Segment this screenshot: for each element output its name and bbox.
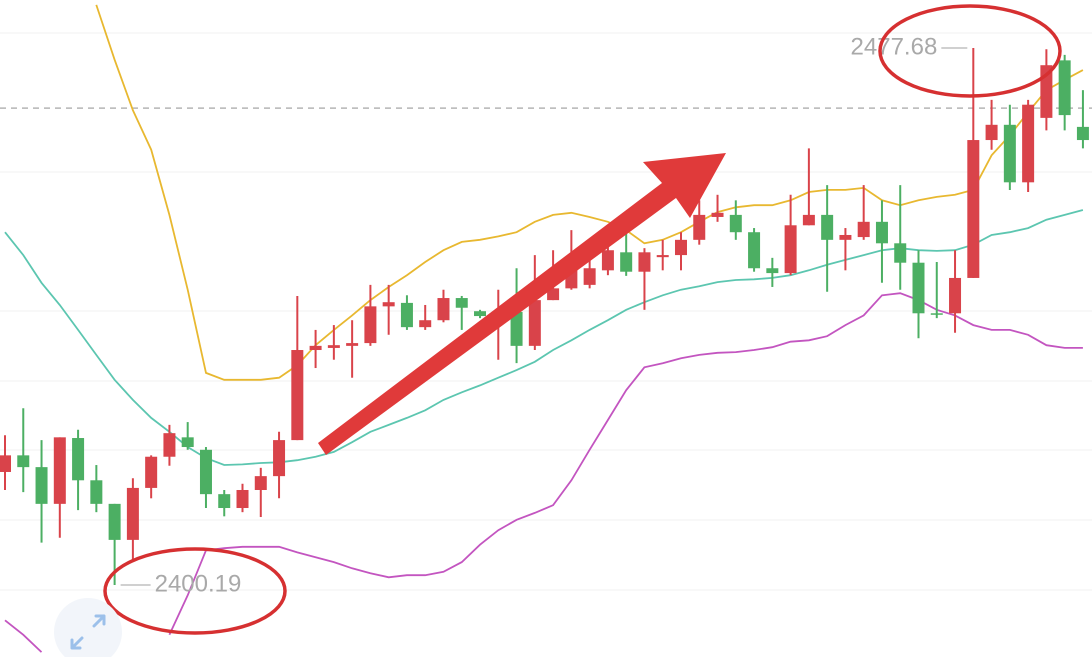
candle-body <box>364 306 377 344</box>
low-highlight <box>103 547 287 635</box>
expand-button[interactable] <box>54 598 122 657</box>
candle-body <box>711 212 724 217</box>
candle-body <box>674 239 687 256</box>
candle-body <box>400 302 413 328</box>
candle-body <box>254 476 267 490</box>
high-label: 2477.68 <box>851 33 938 60</box>
candle-body <box>547 288 560 301</box>
candle-body <box>437 298 450 321</box>
indicator-line <box>4 292 1083 653</box>
candle-body <box>620 252 633 272</box>
candle-body <box>126 487 139 540</box>
candle-body <box>218 494 231 509</box>
candle-body <box>638 252 651 272</box>
candle-body <box>766 268 779 274</box>
candle-body <box>839 234 852 240</box>
candle-body <box>656 255 669 258</box>
candle-body <box>17 455 30 468</box>
candle-body <box>949 277 962 314</box>
candle-body <box>1058 60 1071 116</box>
candle-body <box>291 350 304 441</box>
candle-body <box>145 456 158 488</box>
candle-body <box>693 214 706 240</box>
candle-body <box>729 214 742 233</box>
indicator-line <box>4 209 1084 466</box>
low-label: 2400.19 <box>155 570 242 597</box>
candle-body <box>802 214 815 226</box>
candle-body <box>273 440 286 477</box>
candle-body <box>72 438 85 481</box>
candle-body <box>90 480 103 504</box>
candle-body <box>930 313 943 315</box>
candle-body <box>748 232 761 269</box>
candle-body <box>455 298 468 308</box>
candle-body <box>875 221 888 244</box>
candle-body <box>528 300 541 346</box>
candle-body <box>583 268 596 285</box>
candle-body <box>53 437 66 504</box>
candle-body <box>474 311 487 317</box>
candle-body <box>309 345 322 351</box>
candle-body <box>327 345 340 348</box>
candle-body <box>857 221 870 238</box>
candle-body <box>0 455 11 472</box>
indicator-line <box>95 4 1084 381</box>
candle-body <box>784 225 797 274</box>
candle-body <box>894 243 907 263</box>
candle-body <box>821 214 834 240</box>
candle-body <box>181 437 194 448</box>
candle-body <box>510 311 523 346</box>
candle-body <box>601 250 614 271</box>
candle-body <box>419 320 432 328</box>
candle-body <box>912 262 925 314</box>
candle-body <box>346 343 359 346</box>
candle-body <box>163 433 176 457</box>
candle-body <box>1022 104 1035 183</box>
candle-body <box>1003 124 1016 183</box>
candle-body <box>236 489 249 509</box>
trend-arrow <box>318 153 726 455</box>
candle-body <box>108 503 121 540</box>
candle-body <box>985 124 998 141</box>
candle-body <box>967 140 980 278</box>
candle-body <box>35 467 48 504</box>
candle-body <box>199 449 212 495</box>
candle-body <box>1076 126 1089 141</box>
candle-body <box>382 302 395 307</box>
background-grid <box>0 32 1092 591</box>
high-highlight <box>878 4 1062 98</box>
